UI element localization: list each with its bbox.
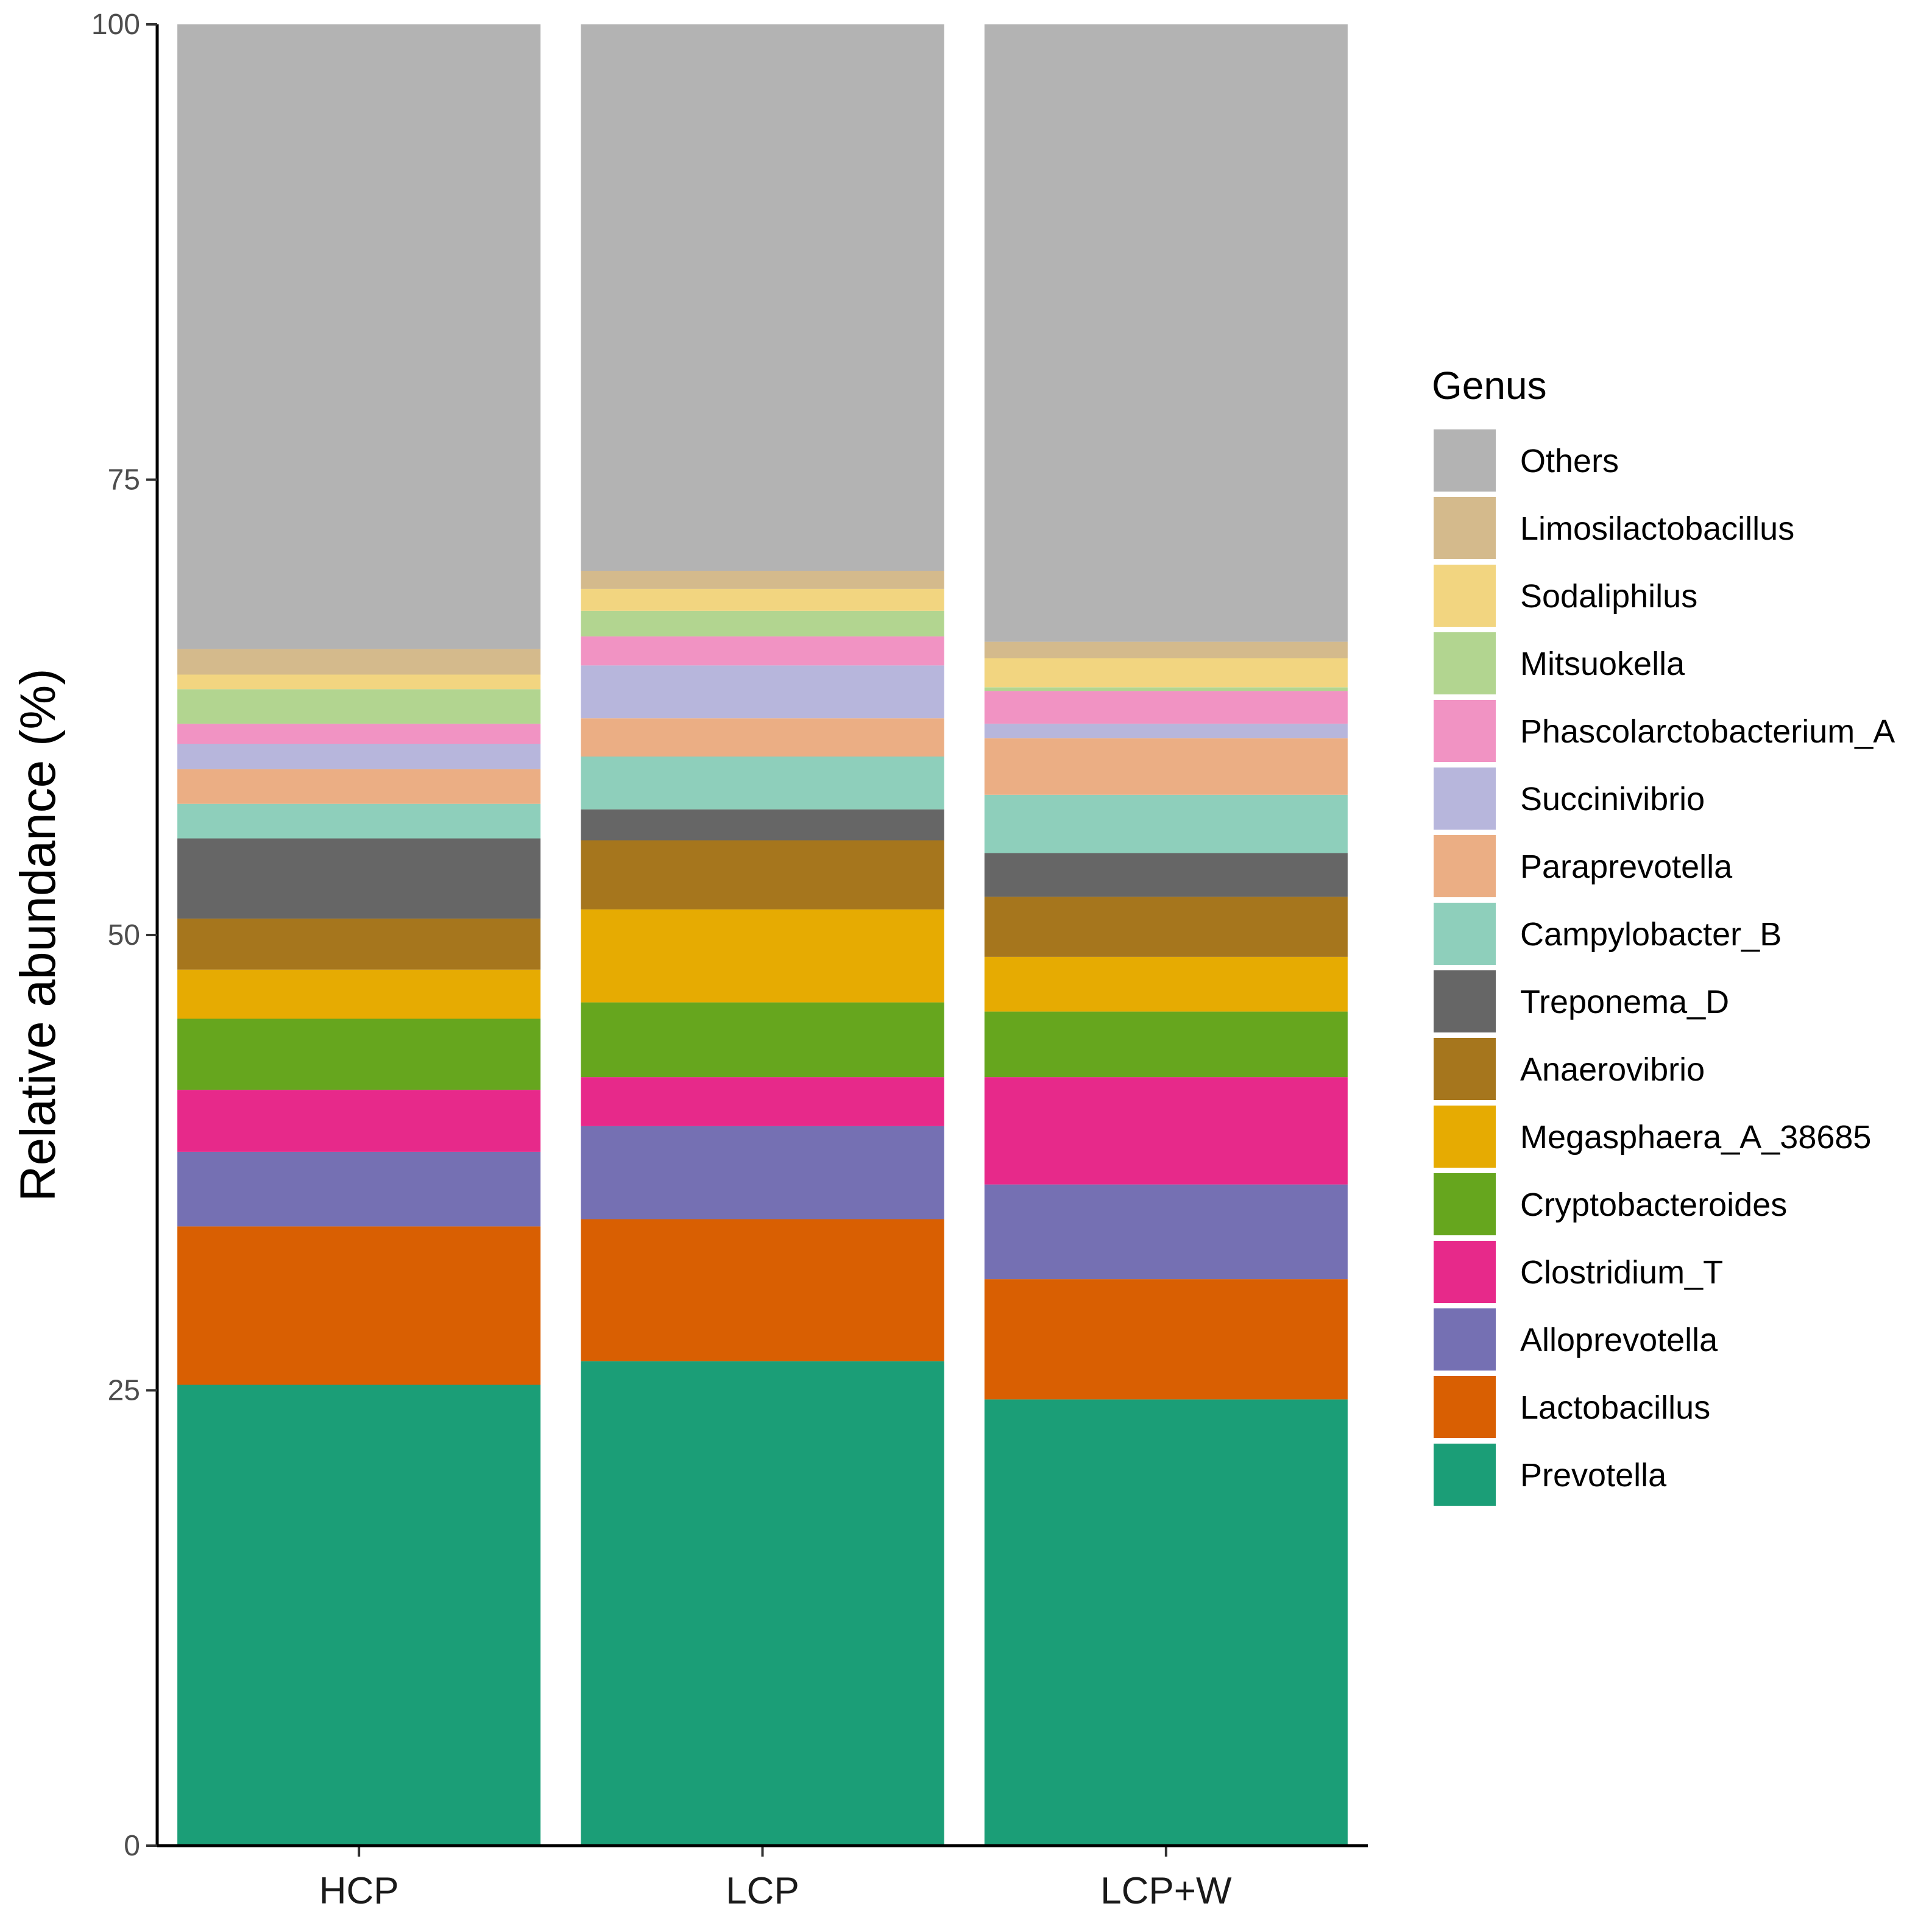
bar-segment-lcp-prevotella bbox=[581, 1361, 944, 1846]
bar-segment-hcp-sodaliphilus bbox=[177, 674, 541, 690]
bar-segment-lcp-mitsuokella bbox=[581, 610, 944, 637]
legend-key-treponema-d bbox=[1434, 970, 1496, 1032]
legend-label-anaerovibrio: Anaerovibrio bbox=[1520, 1051, 1705, 1088]
legend-key-campylobacter-b bbox=[1434, 903, 1496, 965]
bar-segment-lcp-w-anaerovibrio bbox=[984, 897, 1348, 957]
legend-key-paraprevotella bbox=[1434, 835, 1496, 897]
bar-segment-hcp-mitsuokella bbox=[177, 689, 541, 724]
x-tick-label-hcp: HCP bbox=[319, 1870, 399, 1912]
legend-key-alloprevotella bbox=[1434, 1308, 1496, 1371]
bar-segment-hcp-succinivibrio bbox=[177, 744, 541, 769]
bar-segment-lcp-w-limosilactobacillus bbox=[984, 641, 1348, 658]
axes-group: HCP LCP LCP+W 0 25 50 75 100 bbox=[91, 9, 1368, 1912]
legend-label-clostridium-t: Clostridium_T bbox=[1520, 1254, 1723, 1291]
y-tick-label-0: 0 bbox=[124, 1830, 140, 1862]
y-tick-label-75: 75 bbox=[108, 464, 140, 496]
legend-label-phascolarctobacterium-a: Phascolarctobacterium_A bbox=[1520, 713, 1895, 750]
y-tick-label-25: 25 bbox=[108, 1375, 140, 1407]
bar-segment-lcp-w-sodaliphilus bbox=[984, 658, 1348, 688]
legend-label-prevotella: Prevotella bbox=[1520, 1457, 1667, 1494]
legend-label-megasphaera-a-38685: Megasphaera_A_38685 bbox=[1520, 1119, 1871, 1156]
legend-key-succinivibrio bbox=[1434, 767, 1496, 830]
legend-label-cryptobacteroides: Cryptobacteroides bbox=[1520, 1187, 1787, 1223]
bar-segment-hcp-alloprevotella bbox=[177, 1151, 541, 1227]
legend-key-mitsuokella bbox=[1434, 632, 1496, 694]
bar-segment-lcp-phascolarctobacterium-a bbox=[581, 636, 944, 666]
bar-segment-lcp-clostridium-t bbox=[581, 1077, 944, 1126]
bar-segment-lcp-lactobacillus bbox=[581, 1219, 944, 1361]
bar-segment-hcp-prevotella bbox=[177, 1385, 541, 1846]
legend-label-succinivibrio: Succinivibrio bbox=[1520, 781, 1705, 817]
legend-label-alloprevotella: Alloprevotella bbox=[1520, 1322, 1718, 1358]
bar-segment-lcp-megasphaera-a-38685 bbox=[581, 909, 944, 1003]
y-axis-title: Relative abundance (%) bbox=[10, 668, 66, 1201]
legend-label-lactobacillus: Lactobacillus bbox=[1520, 1389, 1710, 1426]
y-tick-label-100: 100 bbox=[91, 9, 140, 41]
bar-segment-hcp-treponema-d bbox=[177, 838, 541, 919]
bar-segment-lcp-w-cryptobacteroides bbox=[984, 1011, 1348, 1078]
legend-key-cryptobacteroides bbox=[1434, 1173, 1496, 1235]
bar-segment-lcp-campylobacter-b bbox=[581, 757, 944, 810]
bar-segment-lcp-treponema-d bbox=[581, 809, 944, 841]
bar-segment-hcp-clostridium-t bbox=[177, 1090, 541, 1152]
bar-segment-lcp-w-prevotella bbox=[984, 1399, 1348, 1846]
legend-key-others bbox=[1434, 429, 1496, 492]
legend-key-phascolarctobacterium-a bbox=[1434, 700, 1496, 762]
bar-segment-lcp-w-clostridium-t bbox=[984, 1077, 1348, 1185]
bar-segment-lcp-paraprevotella bbox=[581, 718, 944, 757]
bar-segment-lcp-w-campylobacter-b bbox=[984, 794, 1348, 853]
bar-segment-lcp-w-others bbox=[984, 24, 1348, 642]
legend-label-others: Others bbox=[1520, 443, 1619, 479]
bar-segment-lcp-cryptobacteroides bbox=[581, 1002, 944, 1078]
bar-segment-hcp-paraprevotella bbox=[177, 769, 541, 804]
y-tick-label-50: 50 bbox=[108, 919, 140, 951]
x-tick-label-lcp: LCP bbox=[726, 1870, 799, 1912]
bar-segment-lcp-w-treponema-d bbox=[984, 853, 1348, 897]
bar-segment-lcp-w-succinivibrio bbox=[984, 724, 1348, 739]
legend-key-lactobacillus bbox=[1434, 1376, 1496, 1438]
x-tick-label-lcp-w: LCP+W bbox=[1100, 1870, 1232, 1912]
legend: Genus Others Limosilactobacillus Sodaliphi… bbox=[1432, 364, 1895, 1506]
legend-key-anaerovibrio bbox=[1434, 1038, 1496, 1100]
bar-segment-hcp-lactobacillus bbox=[177, 1226, 541, 1385]
legend-key-sodaliphilus bbox=[1434, 565, 1496, 627]
bar-segment-hcp-anaerovibrio bbox=[177, 919, 541, 970]
legend-label-sodaliphilus: Sodaliphilus bbox=[1520, 578, 1697, 615]
bar-segment-lcp-w-lactobacillus bbox=[984, 1279, 1348, 1400]
bar-segment-lcp-w-mitsuokella bbox=[984, 687, 1348, 691]
bar-segment-lcp-sodaliphilus bbox=[581, 588, 944, 611]
legend-key-megasphaera-a-38685 bbox=[1434, 1106, 1496, 1168]
bars-group bbox=[177, 24, 1348, 1846]
legend-label-limosilactobacillus: Limosilactobacillus bbox=[1520, 510, 1794, 547]
bar-segment-lcp-anaerovibrio bbox=[581, 840, 944, 910]
bar-segment-lcp-w-phascolarctobacterium-a bbox=[984, 691, 1348, 724]
bar-segment-lcp-others bbox=[581, 24, 944, 571]
legend-title: Genus bbox=[1432, 364, 1547, 408]
bar-segment-lcp-limosilactobacillus bbox=[581, 571, 944, 589]
bar-segment-hcp-phascolarctobacterium-a bbox=[177, 724, 541, 744]
legend-label-paraprevotella: Paraprevotella bbox=[1520, 849, 1733, 885]
bar-segment-hcp-others bbox=[177, 24, 541, 649]
bar-segment-lcp-w-alloprevotella bbox=[984, 1184, 1348, 1280]
legend-key-prevotella bbox=[1434, 1444, 1496, 1506]
bar-segment-lcp-succinivibrio bbox=[581, 665, 944, 719]
legend-key-limosilactobacillus bbox=[1434, 497, 1496, 559]
legend-label-campylobacter-b: Campylobacter_B bbox=[1520, 916, 1782, 953]
bar-segment-hcp-campylobacter-b bbox=[177, 803, 541, 839]
legend-label-treponema-d: Treponema_D bbox=[1520, 984, 1729, 1020]
bar-segment-hcp-megasphaera-a-38685 bbox=[177, 969, 541, 1019]
legend-key-clostridium-t bbox=[1434, 1241, 1496, 1303]
legend-label-mitsuokella: Mitsuokella bbox=[1520, 646, 1685, 682]
bar-segment-hcp-cryptobacteroides bbox=[177, 1018, 541, 1090]
bar-segment-lcp-w-megasphaera-a-38685 bbox=[984, 956, 1348, 1012]
bar-segment-lcp-alloprevotella bbox=[581, 1126, 944, 1219]
bar-segment-lcp-w-paraprevotella bbox=[984, 738, 1348, 795]
bar-segment-hcp-limosilactobacillus bbox=[177, 649, 541, 675]
